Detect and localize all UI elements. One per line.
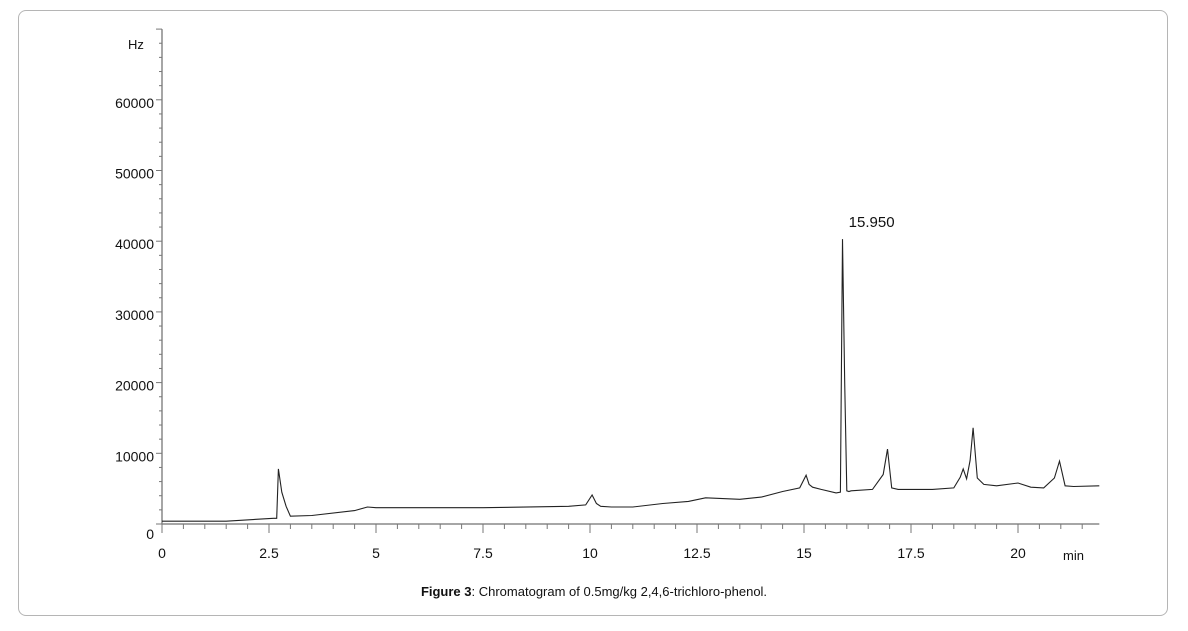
y-tick-label: 20000 <box>115 378 154 394</box>
caption-text: : Chromatogram of 0.5mg/kg 2,4,6-trichlo… <box>471 584 768 599</box>
figure-caption: Figure 3: Chromatogram of 0.5mg/kg 2,4,6… <box>0 584 1188 599</box>
x-tick-label: 20 <box>1010 545 1026 561</box>
x-tick-label: 15 <box>796 545 812 561</box>
caption-label: Figure 3 <box>420 584 472 599</box>
y-axis-label: Hz <box>128 37 144 52</box>
y-tick-label: 50000 <box>115 166 154 182</box>
y-tick-label: 40000 <box>115 236 154 252</box>
y-tick-label: 10000 <box>115 448 154 464</box>
x-tick-label: 5 <box>372 545 380 561</box>
x-tick-label: 10 <box>582 545 598 561</box>
y-tick-label: 60000 <box>115 95 154 111</box>
figure-frame <box>18 10 1168 616</box>
x-tick-label: 7.5 <box>473 545 493 561</box>
x-tick-label: 17.5 <box>897 545 924 561</box>
x-axis-label: min <box>1063 548 1084 563</box>
series-line-chromatogram <box>162 239 1100 522</box>
peak-annotation: 15.950 <box>849 214 895 231</box>
x-tick-label: 2.5 <box>259 545 279 561</box>
y-tick-label: 30000 <box>115 307 154 323</box>
y-tick-label: 0 <box>146 526 154 542</box>
x-tick-label: 0 <box>158 545 166 561</box>
x-tick-label: 12.5 <box>683 545 710 561</box>
